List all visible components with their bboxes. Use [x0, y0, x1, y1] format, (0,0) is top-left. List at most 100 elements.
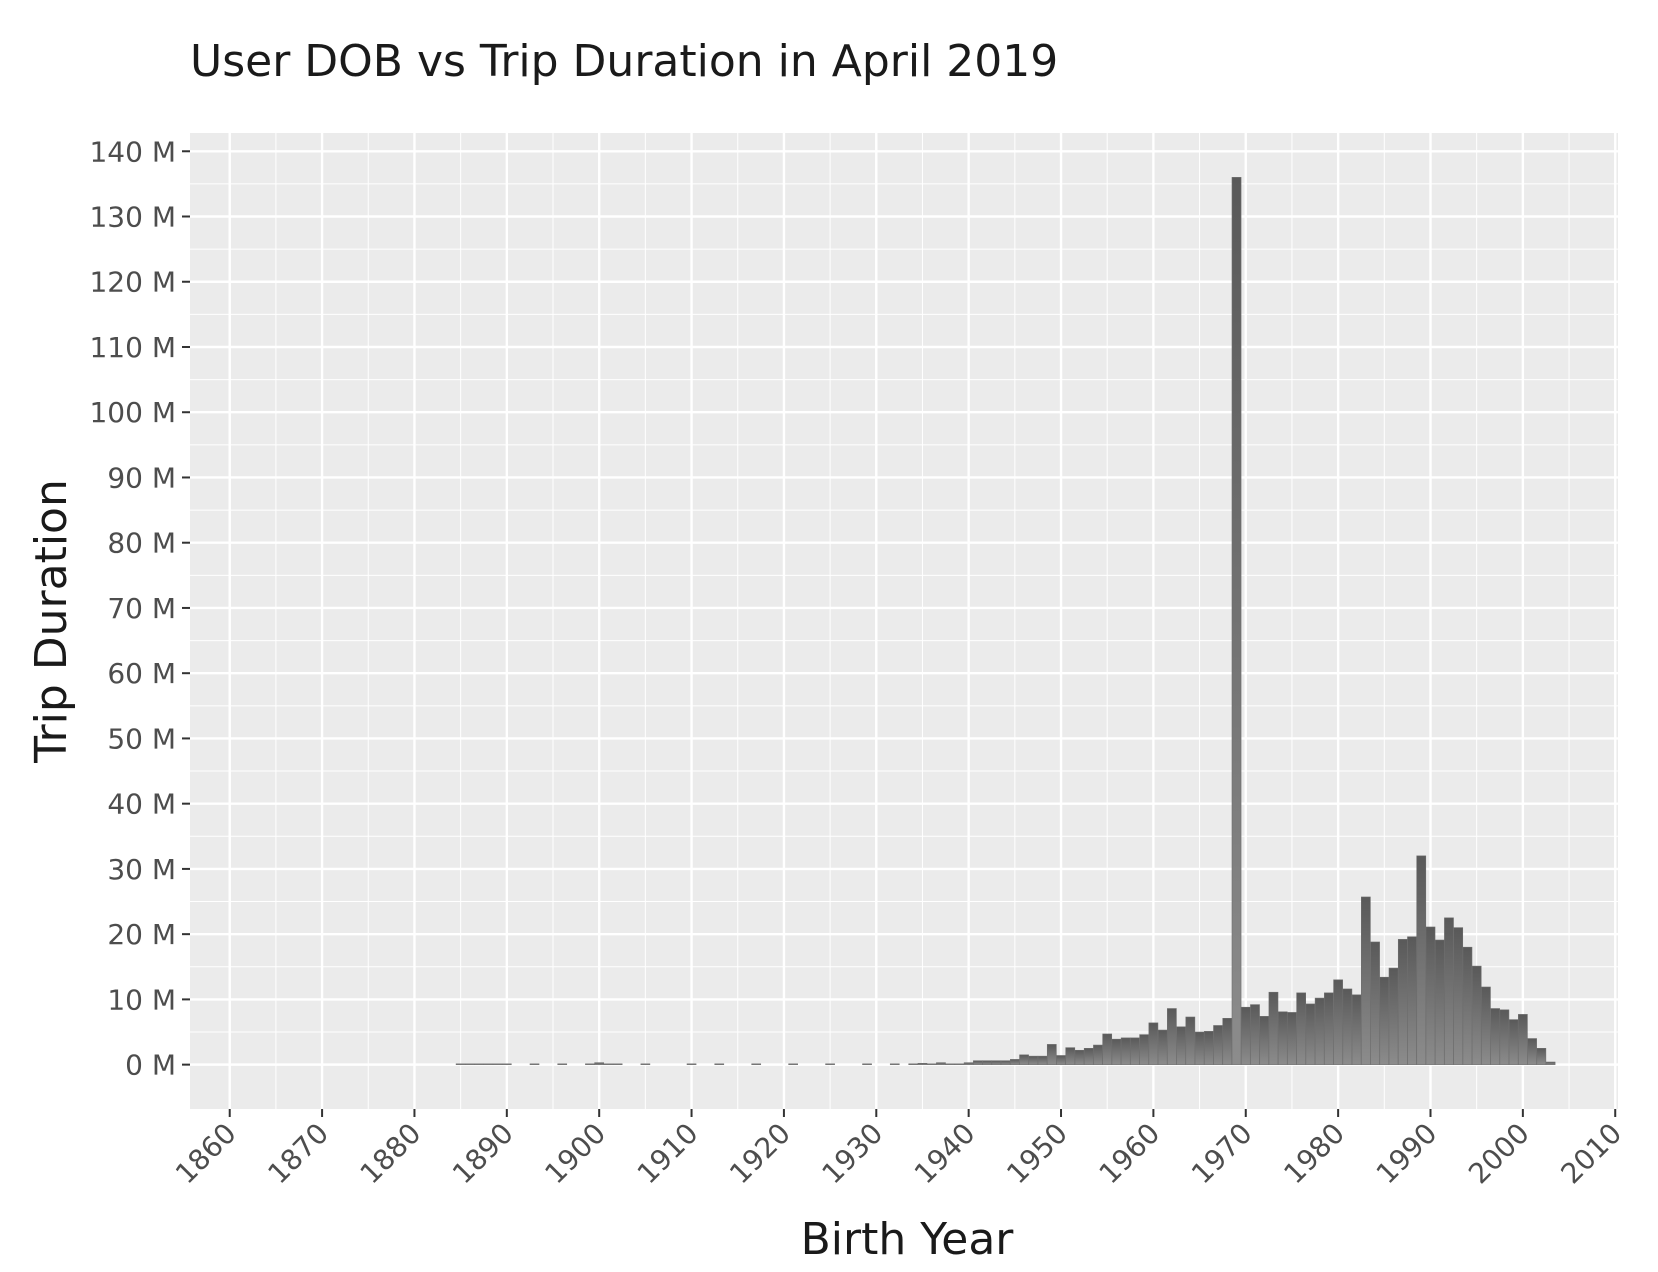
- bar: [501, 1063, 512, 1065]
- bar: [1527, 1038, 1537, 1065]
- bar: [1176, 1026, 1186, 1065]
- bar: [1231, 177, 1242, 1065]
- bar: [1203, 1031, 1214, 1065]
- bar: [751, 1063, 762, 1065]
- x-tick-label: 2010: [1554, 1117, 1628, 1191]
- plot-panel: [190, 133, 1618, 1109]
- y-tick-label: 70 M: [107, 592, 176, 625]
- x-tick-label: 1960: [1093, 1117, 1167, 1191]
- bar: [612, 1063, 623, 1065]
- bar: [1056, 1055, 1066, 1065]
- x-tick-label: 1900: [538, 1117, 612, 1191]
- x-tick-label: 1890: [446, 1117, 520, 1191]
- bar: [1370, 941, 1380, 1065]
- bar: [1379, 976, 1390, 1065]
- bar: [1314, 997, 1325, 1065]
- bar: [1407, 936, 1417, 1065]
- bar: [1444, 917, 1454, 1065]
- bar: [1130, 1037, 1140, 1065]
- bar: [1342, 988, 1353, 1065]
- bar: [1194, 1031, 1205, 1065]
- bar: [1434, 939, 1445, 1065]
- bar: [1037, 1055, 1048, 1065]
- y-tick-label: 90 M: [107, 461, 176, 494]
- bar: [1397, 939, 1408, 1065]
- bar: [1536, 1048, 1547, 1065]
- bar: [1453, 927, 1464, 1065]
- bar: [936, 1062, 946, 1065]
- bar: [1000, 1060, 1011, 1065]
- bar: [1490, 1008, 1500, 1065]
- bar: [1471, 965, 1482, 1065]
- bar: [788, 1063, 798, 1065]
- bar: [1481, 986, 1491, 1065]
- x-tick-label: 1860: [169, 1117, 243, 1191]
- bar: [1518, 1014, 1528, 1065]
- bar: [1268, 991, 1279, 1065]
- bar: [1305, 1003, 1316, 1065]
- bar: [483, 1063, 494, 1065]
- bar: [1508, 1019, 1519, 1065]
- bar: [917, 1063, 928, 1065]
- bar: [465, 1063, 475, 1065]
- bar: [1028, 1055, 1039, 1065]
- y-axis-title: Trip Duration: [26, 479, 77, 764]
- y-tick-label: 40 M: [107, 788, 176, 821]
- bar: [1139, 1034, 1149, 1065]
- bar: [1222, 1018, 1233, 1065]
- bar: [474, 1063, 484, 1065]
- x-tick-label: 2000: [1462, 1117, 1536, 1191]
- y-tick-label: 130 M: [89, 201, 176, 234]
- bar: [1083, 1048, 1094, 1065]
- y-tick-label: 60 M: [107, 657, 176, 690]
- bar: [557, 1063, 568, 1065]
- bar: [585, 1063, 595, 1065]
- x-tick-label: 1970: [1185, 1117, 1259, 1191]
- x-tick-label: 1920: [723, 1117, 797, 1191]
- y-tick-label: 110 M: [89, 331, 176, 364]
- bar: [1250, 1004, 1260, 1065]
- y-tick-label: 20 M: [107, 918, 176, 951]
- bar: [982, 1060, 992, 1065]
- bar: [991, 1060, 1002, 1065]
- x-tick-label: 1870: [261, 1117, 335, 1191]
- x-tick-label: 1910: [631, 1117, 705, 1191]
- bar: [825, 1063, 835, 1065]
- bar: [1499, 1009, 1510, 1065]
- bar: [973, 1060, 983, 1065]
- x-axis: 1860 1870 1880 1890 1900 1910 1920 1930 1940 1950…: [169, 1109, 1628, 1190]
- y-tick-label: 30 M: [107, 853, 176, 886]
- x-axis-title: Birth Year: [801, 1214, 1015, 1265]
- bar: [1333, 979, 1343, 1065]
- bar: [1259, 1016, 1270, 1065]
- bar: [954, 1063, 965, 1065]
- bar: [1277, 1011, 1288, 1065]
- bar: [1324, 992, 1334, 1065]
- y-tick-label: 140 M: [89, 135, 176, 168]
- y-tick-label: 80 M: [107, 527, 176, 560]
- bar: [1111, 1038, 1122, 1065]
- bar: [1416, 855, 1427, 1065]
- bar: [1148, 1022, 1159, 1065]
- bar: [714, 1063, 725, 1065]
- bar: [640, 1063, 651, 1065]
- y-tick-label: 10 M: [107, 983, 176, 1016]
- chart-title: User DOB vs Trip Duration in April 2019: [190, 36, 1058, 87]
- bar: [1010, 1059, 1020, 1065]
- grid-lines: [190, 133, 1618, 1109]
- y-tick-label: 50 M: [107, 722, 176, 755]
- bar: [1046, 1044, 1057, 1065]
- x-tick-label: 1980: [1277, 1117, 1351, 1191]
- bar: [1361, 896, 1371, 1065]
- y-tick-label: 0 M: [125, 1049, 176, 1082]
- y-tick-label: 100 M: [89, 396, 176, 429]
- bar: [1074, 1049, 1085, 1065]
- bar: [1213, 1025, 1223, 1065]
- bar: [963, 1062, 974, 1065]
- bar: [926, 1063, 937, 1065]
- bar: [1545, 1061, 1556, 1065]
- bar: [1167, 1008, 1177, 1065]
- bar: [1240, 1006, 1251, 1065]
- bar: [529, 1063, 540, 1065]
